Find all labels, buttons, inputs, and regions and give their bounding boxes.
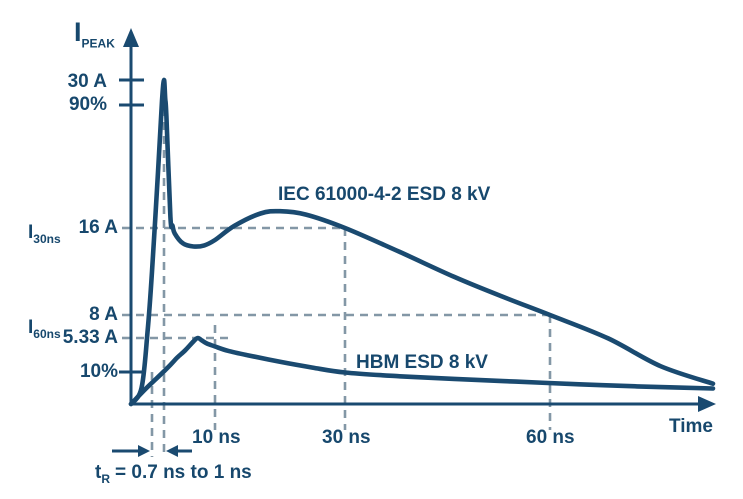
xtick-label-60ns: 60 ns — [526, 427, 575, 448]
rise-time-annotation: tR = 0.7 ns to 1 ns — [95, 462, 252, 490]
xtick-label-30ns: 30 ns — [322, 427, 371, 448]
xtick-label-10ns: 10 ns — [192, 427, 241, 448]
y-axis-title-main: I — [74, 17, 82, 47]
rise-time-main: t — [95, 462, 102, 483]
chart-axes — [119, 28, 716, 412]
ytick-label-10pct: 10% — [79, 361, 118, 382]
dashed-guide-lines — [122, 80, 552, 457]
rise-arrow-left-icon — [138, 445, 150, 457]
rise-time-arrows — [112, 445, 192, 457]
label-i60ns-main: I — [28, 317, 34, 338]
x-axis-arrow-icon — [698, 396, 716, 412]
label-i30ns-sub: 30ns — [33, 231, 61, 246]
hbm-curve — [128, 335, 716, 407]
ytick-label-90pct: 90% — [68, 94, 107, 115]
curve-label-iec: IEC 61000-4-2 ESD 8 kV — [278, 184, 491, 205]
rise-time-value: = 0.7 ns to 1 ns — [115, 462, 252, 483]
x-axis-title: Time — [668, 416, 713, 437]
waveform-curves — [128, 77, 716, 407]
ytick-label-30a: 30 A — [67, 71, 107, 92]
y-axis-ticks — [119, 78, 144, 374]
y-axis-arrow-icon — [123, 28, 139, 47]
label-i60ns: I60ns — [28, 317, 61, 345]
rise-arrow-right-icon — [166, 445, 178, 457]
rise-time-sub: R — [101, 471, 110, 486]
ytick-label-16a: 16 A — [78, 217, 118, 238]
label-i30ns: I30ns — [28, 222, 61, 250]
curve-label-hbm: HBM ESD 8 kV — [356, 352, 488, 373]
label-i30ns-main: I — [28, 222, 34, 243]
label-i60ns-sub: 60ns — [33, 326, 61, 341]
ytick-label-8a: 8 A — [89, 304, 118, 325]
y-axis-title-sub: PEAK — [81, 36, 115, 51]
ytick-label-533a: 5.33 A — [62, 327, 118, 348]
y-axis-title: IPEAK — [74, 18, 115, 57]
iec-curve — [128, 77, 716, 407]
